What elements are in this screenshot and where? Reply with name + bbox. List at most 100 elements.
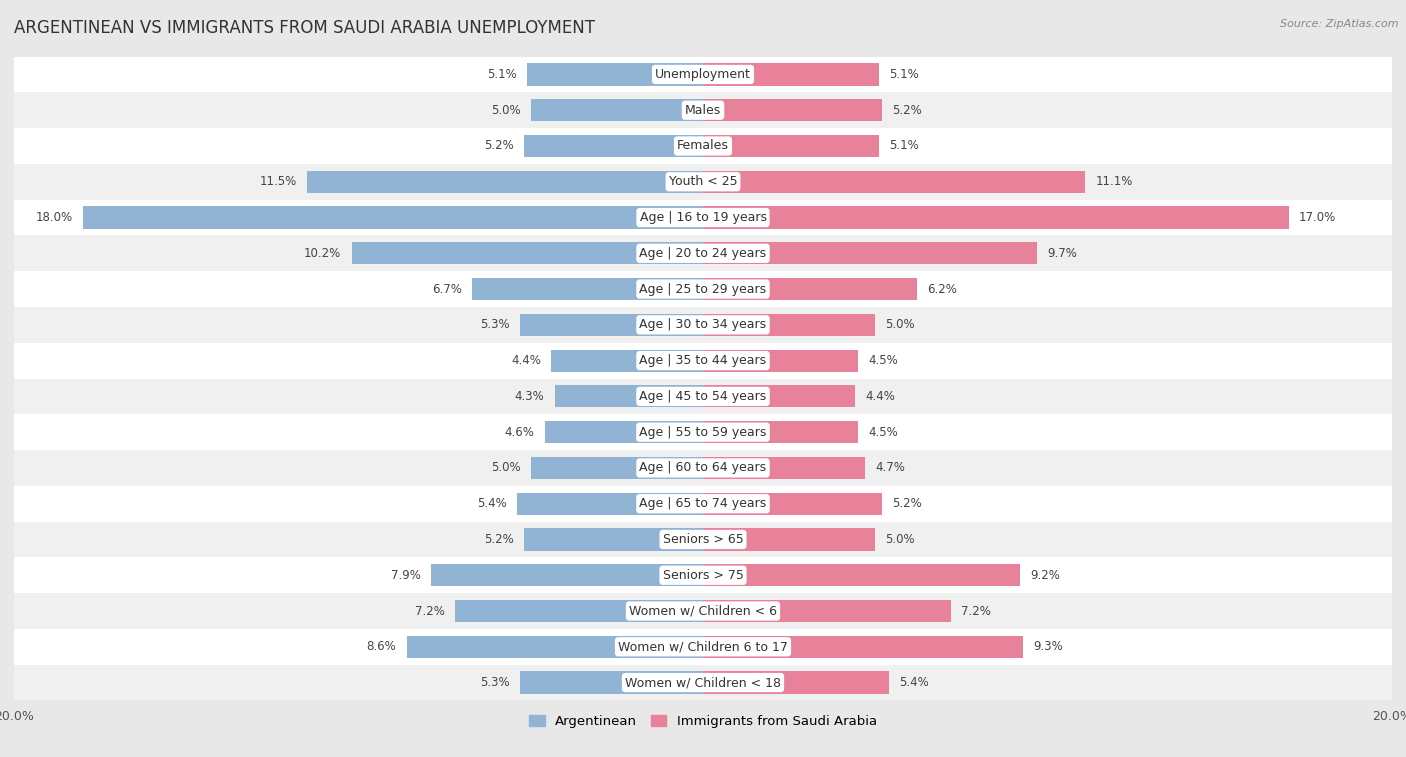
Bar (703, 64, 879, 86)
Bar (524, 135, 703, 157)
Bar (703, 385, 855, 407)
Text: 11.1%: 11.1% (1095, 176, 1133, 188)
Text: 5.0%: 5.0% (886, 533, 915, 546)
Bar (307, 170, 703, 193)
Bar (472, 278, 703, 301)
Bar (703, 421, 858, 444)
Text: Age | 45 to 54 years: Age | 45 to 54 years (640, 390, 766, 403)
Bar (14, 128, 1392, 164)
Text: 7.2%: 7.2% (415, 605, 444, 618)
Bar (14, 522, 1392, 557)
Bar (703, 636, 1024, 658)
Text: 6.2%: 6.2% (927, 282, 956, 295)
Bar (531, 456, 703, 479)
Bar (703, 278, 917, 301)
Text: 18.0%: 18.0% (35, 211, 73, 224)
Text: Women w/ Children < 6: Women w/ Children < 6 (628, 605, 778, 618)
Text: Age | 65 to 74 years: Age | 65 to 74 years (640, 497, 766, 510)
Text: Age | 55 to 59 years: Age | 55 to 59 years (640, 425, 766, 438)
Bar (14, 450, 1392, 486)
Text: Women w/ Children 6 to 17: Women w/ Children 6 to 17 (619, 640, 787, 653)
Text: Males: Males (685, 104, 721, 117)
Text: 7.9%: 7.9% (391, 569, 420, 581)
Text: 5.4%: 5.4% (477, 497, 506, 510)
Text: Age | 20 to 24 years: Age | 20 to 24 years (640, 247, 766, 260)
Bar (544, 421, 703, 444)
Text: 5.2%: 5.2% (484, 533, 513, 546)
Text: 17.0%: 17.0% (1299, 211, 1336, 224)
Bar (14, 235, 1392, 271)
Text: 5.2%: 5.2% (484, 139, 513, 152)
Bar (406, 636, 703, 658)
Text: Females: Females (678, 139, 728, 152)
Text: Age | 35 to 44 years: Age | 35 to 44 years (640, 354, 766, 367)
Bar (14, 378, 1392, 414)
Bar (703, 350, 858, 372)
Bar (527, 64, 703, 86)
Text: 5.2%: 5.2% (893, 104, 922, 117)
Text: Age | 16 to 19 years: Age | 16 to 19 years (640, 211, 766, 224)
Bar (703, 564, 1019, 587)
Text: Source: ZipAtlas.com: Source: ZipAtlas.com (1281, 19, 1399, 29)
Text: 5.1%: 5.1% (889, 68, 918, 81)
Text: Age | 25 to 29 years: Age | 25 to 29 years (640, 282, 766, 295)
Bar (14, 307, 1392, 343)
Text: 9.7%: 9.7% (1047, 247, 1077, 260)
Bar (517, 493, 703, 515)
Bar (703, 135, 879, 157)
Text: 4.3%: 4.3% (515, 390, 544, 403)
Text: 7.2%: 7.2% (962, 605, 991, 618)
Text: ARGENTINEAN VS IMMIGRANTS FROM SAUDI ARABIA UNEMPLOYMENT: ARGENTINEAN VS IMMIGRANTS FROM SAUDI ARA… (14, 19, 595, 37)
Text: 5.0%: 5.0% (491, 104, 520, 117)
Bar (703, 600, 950, 622)
Bar (14, 92, 1392, 128)
Bar (14, 271, 1392, 307)
Bar (520, 313, 703, 336)
Legend: Argentinean, Immigrants from Saudi Arabia: Argentinean, Immigrants from Saudi Arabi… (523, 709, 883, 734)
Text: 5.3%: 5.3% (481, 319, 510, 332)
Bar (430, 564, 703, 587)
Text: Youth < 25: Youth < 25 (669, 176, 737, 188)
Bar (703, 170, 1085, 193)
Bar (703, 313, 875, 336)
Bar (703, 528, 875, 550)
Bar (703, 99, 882, 121)
Text: 5.0%: 5.0% (886, 319, 915, 332)
Text: 4.6%: 4.6% (505, 425, 534, 438)
Bar (14, 593, 1392, 629)
Text: 9.2%: 9.2% (1031, 569, 1060, 581)
Bar (551, 350, 703, 372)
Text: 5.2%: 5.2% (893, 497, 922, 510)
Text: 9.3%: 9.3% (1033, 640, 1063, 653)
Text: 10.2%: 10.2% (304, 247, 342, 260)
Bar (703, 493, 882, 515)
Bar (14, 665, 1392, 700)
Bar (352, 242, 703, 264)
Bar (14, 200, 1392, 235)
Bar (14, 629, 1392, 665)
Bar (14, 164, 1392, 200)
Bar (703, 242, 1038, 264)
Bar (14, 414, 1392, 450)
Text: Women w/ Children < 18: Women w/ Children < 18 (626, 676, 780, 689)
Bar (703, 456, 865, 479)
Text: Age | 30 to 34 years: Age | 30 to 34 years (640, 319, 766, 332)
Bar (14, 557, 1392, 593)
Text: 8.6%: 8.6% (367, 640, 396, 653)
Text: 4.4%: 4.4% (512, 354, 541, 367)
Bar (14, 486, 1392, 522)
Bar (14, 57, 1392, 92)
Bar (703, 671, 889, 693)
Text: 5.1%: 5.1% (488, 68, 517, 81)
Bar (524, 528, 703, 550)
Text: 4.7%: 4.7% (875, 462, 905, 475)
Text: 5.1%: 5.1% (889, 139, 918, 152)
Text: 11.5%: 11.5% (259, 176, 297, 188)
Text: 5.4%: 5.4% (900, 676, 929, 689)
Text: Seniors > 75: Seniors > 75 (662, 569, 744, 581)
Text: 5.0%: 5.0% (491, 462, 520, 475)
Text: Seniors > 65: Seniors > 65 (662, 533, 744, 546)
Text: 5.3%: 5.3% (481, 676, 510, 689)
Text: 4.5%: 4.5% (869, 425, 898, 438)
Text: 6.7%: 6.7% (432, 282, 461, 295)
